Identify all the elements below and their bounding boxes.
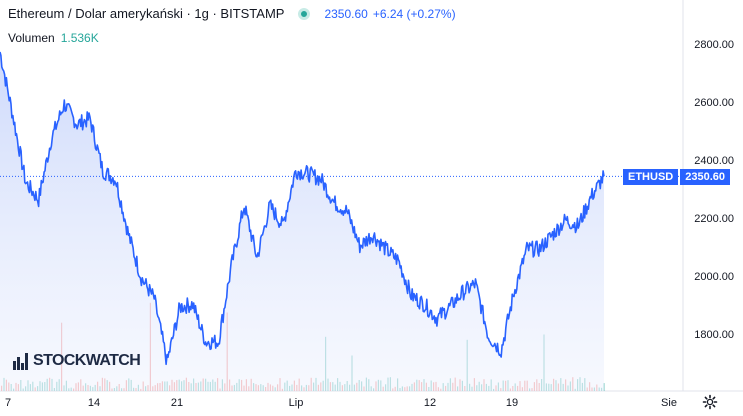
symbol-title[interactable]: Ethereum / Dolar amerykański · 1g · BITS… [8, 6, 285, 21]
badge-ticker: ETHUSD [623, 169, 679, 185]
current-price: 2350.60 [324, 6, 368, 21]
symbol-header: Ethereum / Dolar amerykański · 1g · BITS… [8, 6, 456, 21]
y-tick-label: 2200.00 [694, 213, 734, 225]
y-tick-label: 2400.00 [694, 155, 734, 167]
y-tick-label: 2000.00 [694, 271, 734, 283]
x-tick-label: 14 [87, 397, 101, 409]
x-tick-label: 12 [423, 397, 437, 409]
y-tick-label: 2600.00 [694, 97, 734, 109]
stockwatch-logo: STOCKWATCH [13, 352, 141, 370]
logo-text: STOCKWATCH [33, 352, 141, 369]
x-tick-label: Lip [288, 397, 304, 409]
x-tick-label: Sie [661, 397, 677, 409]
y-tick-label: 2800.00 [694, 39, 734, 51]
volume-legend: Volumen 1.536K [8, 31, 99, 45]
volume-value: 1.536K [60, 31, 99, 45]
gear-icon[interactable] [702, 394, 718, 410]
price-change: +6.24 (+0.27%) [372, 6, 456, 21]
volume-label[interactable]: Volumen [8, 31, 55, 45]
x-tick-label: 7 [4, 397, 12, 409]
last-price-badge: ETHUSD 2350.60 [623, 169, 730, 185]
market-status-icon [298, 7, 311, 20]
x-tick-label: 21 [170, 397, 184, 409]
price-line [0, 51, 605, 366]
y-tick-label: 1800.00 [694, 329, 734, 341]
x-tick-label: 19 [505, 397, 519, 409]
price-area-fill [0, 52, 604, 391]
badge-price: 2350.60 [680, 169, 730, 185]
logo-bars-icon [13, 352, 30, 370]
